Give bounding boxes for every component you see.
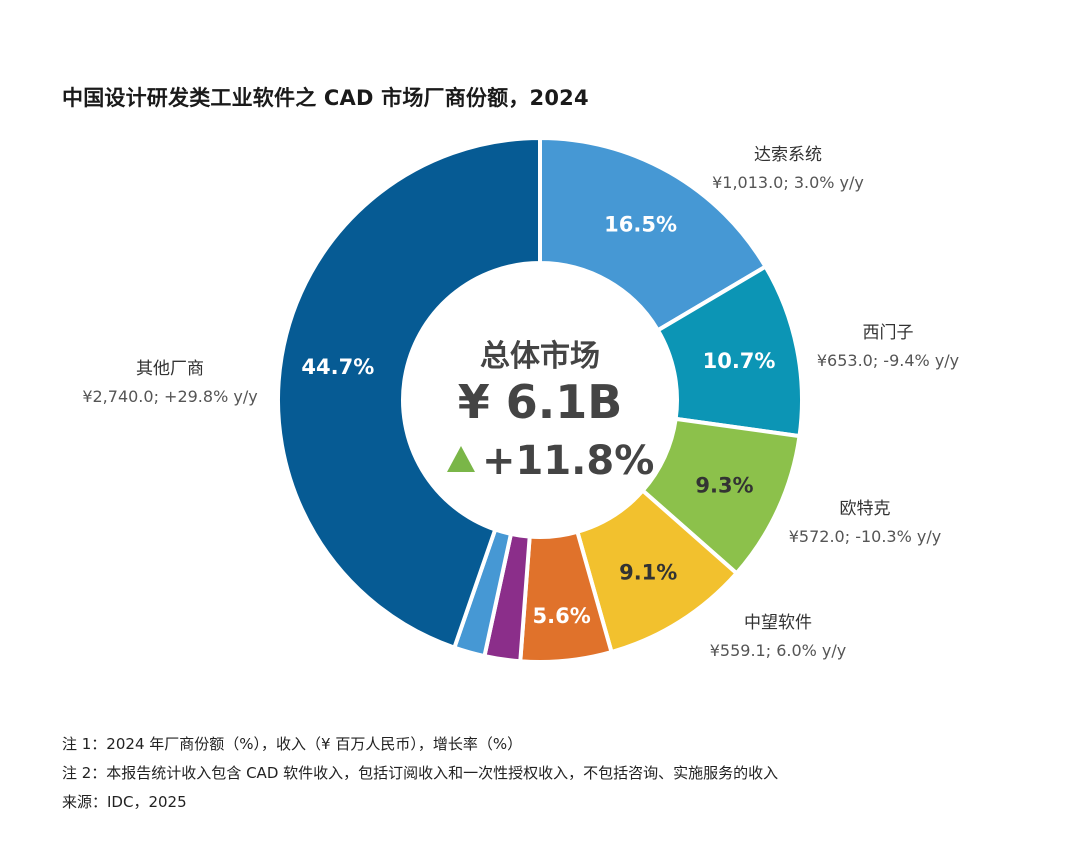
- slice-0: [538, 136, 768, 333]
- vendor-detail: ¥1,013.0; 3.0% y/y: [712, 173, 864, 192]
- source-note: 来源：IDC，2025: [62, 793, 187, 811]
- vendor-detail: ¥559.1; 6.0% y/y: [710, 641, 847, 660]
- vendor-name: 中望软件: [744, 613, 812, 633]
- vendor-name: 西门子: [863, 323, 914, 343]
- vendor-detail: ¥2,740.0; +29.8% y/y: [82, 387, 257, 406]
- growth-up-arrow-icon: [447, 446, 475, 472]
- slice-pct-label: 10.7%: [703, 349, 776, 373]
- chart-title: 中国设计研发类工业软件之 CAD 市场厂商份额，2024: [62, 86, 589, 110]
- vendor-name: 其他厂商: [136, 359, 204, 379]
- vendor-detail: ¥572.0; -10.3% y/y: [789, 527, 941, 546]
- note-2: 注 2：本报告统计收入包含 CAD 软件收入，包括订阅收入和一次性授权收入，不包…: [62, 764, 779, 782]
- center-label: 总体市场: [480, 339, 600, 374]
- center-growth: +11.8%: [482, 438, 654, 484]
- slice-pct-label: 44.7%: [301, 355, 374, 379]
- slice-pct-label: 5.6%: [533, 604, 591, 628]
- slice-pct-label: 16.5%: [604, 213, 677, 237]
- vendor-name: 达索系统: [754, 145, 822, 165]
- vendor-name: 欧特克: [840, 499, 891, 519]
- footnotes: 注 1：2024 年厂商份额（%），收入（¥ 百万人民币），增长率（%） 注 2…: [62, 730, 778, 817]
- slice-pct-label: 9.3%: [695, 474, 753, 498]
- note-1: 注 1：2024 年厂商份额（%），收入（¥ 百万人民币），增长率（%）: [62, 735, 523, 753]
- slice-7: [276, 136, 542, 650]
- vendor-detail: ¥653.0; -9.4% y/y: [817, 351, 959, 370]
- center-value: ¥ 6.1B: [458, 375, 623, 429]
- slice-pct-label: 9.1%: [619, 561, 677, 585]
